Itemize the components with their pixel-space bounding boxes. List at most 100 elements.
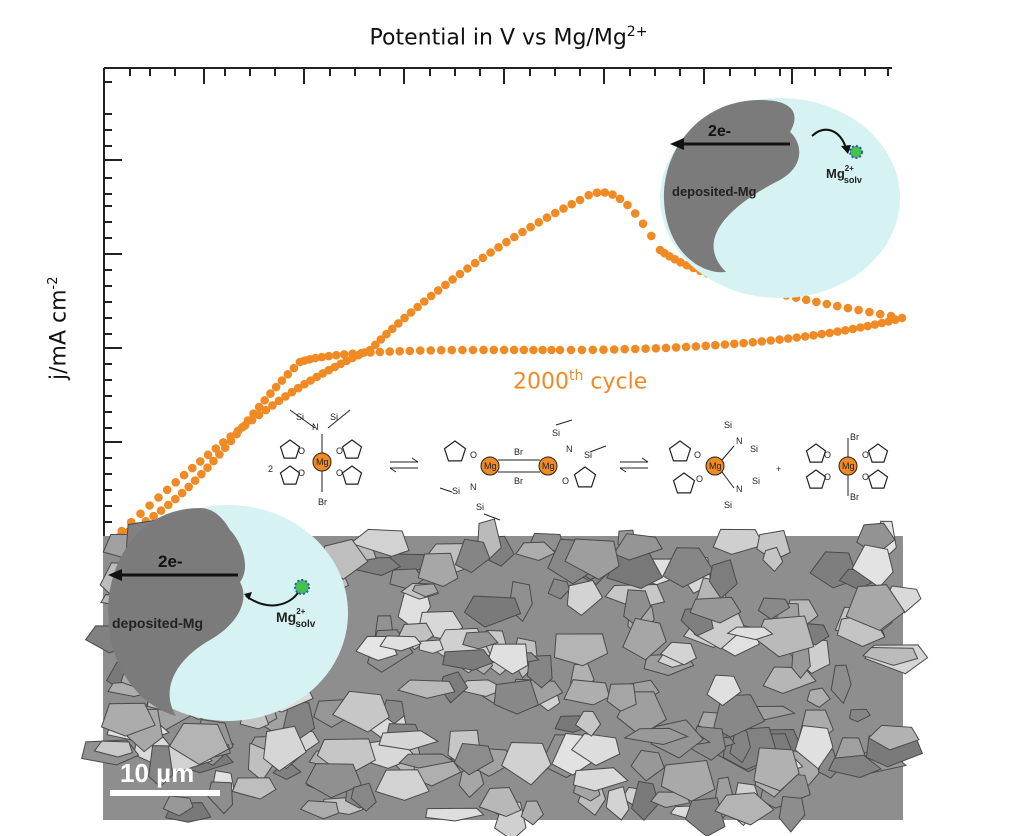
curve-point bbox=[287, 387, 297, 397]
curve-point bbox=[164, 500, 173, 510]
svg-text:O: O bbox=[694, 450, 701, 460]
svg-text:Mg: Mg bbox=[542, 461, 555, 471]
curve-point bbox=[608, 190, 617, 199]
curve-point bbox=[671, 343, 681, 352]
svg-text:N: N bbox=[736, 484, 743, 494]
curve-point bbox=[376, 335, 386, 344]
mg-ion-dot bbox=[849, 145, 863, 159]
bis-amide-complex: O O Mg N Si Si N Si Si + bbox=[668, 420, 781, 510]
curve-point bbox=[757, 337, 767, 346]
curve-point bbox=[406, 308, 416, 317]
curve-point bbox=[588, 345, 598, 355]
svg-text:N: N bbox=[736, 436, 743, 446]
curve-point bbox=[247, 415, 257, 425]
curve-point bbox=[203, 450, 213, 460]
curve-point bbox=[833, 301, 842, 311]
curve-point bbox=[739, 338, 748, 348]
curve-point bbox=[441, 280, 450, 290]
curve-point bbox=[188, 463, 197, 473]
svg-text:Si: Si bbox=[476, 502, 484, 512]
curve-point bbox=[171, 478, 180, 487]
curve-point bbox=[615, 194, 625, 204]
svg-text:O: O bbox=[336, 446, 343, 456]
svg-text:Br: Br bbox=[514, 447, 523, 457]
curve-point bbox=[877, 318, 887, 328]
curve-point bbox=[630, 344, 640, 354]
curve-point bbox=[405, 346, 415, 356]
electron-label: 2e- bbox=[158, 552, 183, 571]
ion-arrowhead bbox=[841, 145, 851, 154]
curve-point bbox=[647, 231, 656, 241]
curve-point bbox=[332, 350, 341, 360]
curve-point bbox=[681, 342, 691, 352]
curve-point bbox=[209, 456, 218, 466]
curve-point bbox=[566, 345, 576, 355]
curve-point bbox=[800, 332, 810, 341]
curve-point bbox=[651, 344, 661, 353]
curve-point bbox=[833, 327, 842, 336]
svg-text:O: O bbox=[562, 476, 569, 486]
svg-text:Br: Br bbox=[514, 476, 523, 486]
curve-point bbox=[317, 352, 327, 362]
curve-point bbox=[509, 345, 519, 355]
svg-text:Si: Si bbox=[752, 476, 760, 486]
curve-point bbox=[455, 269, 465, 279]
curve-point bbox=[897, 313, 907, 323]
curve-point bbox=[478, 253, 488, 263]
curve-point bbox=[856, 323, 865, 332]
curve-point bbox=[592, 188, 602, 197]
curve-point bbox=[870, 320, 880, 329]
dimer-complex: O Mg Mg Br Br O N Si Si N Si Si bbox=[439, 419, 607, 521]
curve-point bbox=[382, 329, 391, 339]
curve-point bbox=[447, 345, 457, 355]
scale-bar-label: 10 µm bbox=[120, 758, 195, 788]
curve-point bbox=[711, 340, 720, 350]
curve-point bbox=[156, 506, 166, 515]
curve-point bbox=[385, 347, 395, 356]
svg-text:Br: Br bbox=[850, 432, 859, 442]
axis-ticks bbox=[104, 68, 889, 523]
curve-point bbox=[567, 199, 576, 209]
curve-point bbox=[775, 335, 784, 344]
curve-point bbox=[875, 309, 885, 319]
svg-text:O: O bbox=[336, 468, 343, 478]
curve-point bbox=[691, 342, 701, 351]
curve-point bbox=[534, 218, 544, 227]
mg-ion-dot bbox=[294, 579, 310, 595]
x-axis-title: Potential in V vs Mg/Mg2+ bbox=[369, 24, 648, 51]
svg-text:Mg: Mg bbox=[842, 461, 855, 471]
curve-point bbox=[542, 213, 552, 222]
svg-text:Si: Si bbox=[724, 500, 732, 510]
y-axis-title: j/mA cm-2 bbox=[46, 276, 72, 381]
ion-arrowhead bbox=[244, 592, 252, 600]
curve-point bbox=[463, 264, 472, 273]
curve-point bbox=[400, 313, 409, 323]
curve-point bbox=[638, 219, 648, 228]
curve-point bbox=[609, 345, 619, 354]
curve-point bbox=[219, 438, 228, 447]
curve-point bbox=[371, 340, 380, 350]
curve-point bbox=[865, 307, 874, 317]
curve-point bbox=[149, 511, 158, 521]
svg-text:O: O bbox=[298, 446, 305, 456]
svg-text:Mg: Mg bbox=[484, 461, 497, 471]
curve-point bbox=[260, 396, 270, 405]
electron-arrowhead bbox=[108, 569, 122, 581]
curve-point bbox=[547, 345, 556, 355]
ion-label: Mg2+ solv bbox=[276, 607, 316, 630]
curve-point bbox=[510, 232, 519, 242]
curve-point bbox=[196, 457, 205, 466]
svg-text:O: O bbox=[696, 474, 703, 484]
curve-point bbox=[426, 291, 436, 301]
svg-text:O: O bbox=[298, 468, 305, 478]
curve-point bbox=[266, 389, 275, 398]
curve-point bbox=[413, 302, 422, 312]
curve-point bbox=[117, 526, 126, 536]
curve-point bbox=[518, 227, 527, 237]
curve-point bbox=[312, 372, 322, 382]
curve-point bbox=[426, 346, 436, 355]
curve-point bbox=[254, 410, 264, 420]
curve-point bbox=[179, 470, 189, 480]
curve-point bbox=[630, 209, 640, 218]
curve-point bbox=[526, 222, 535, 232]
